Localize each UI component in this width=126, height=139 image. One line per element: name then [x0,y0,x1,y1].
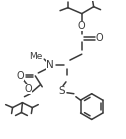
Text: O: O [78,22,86,31]
Text: S: S [59,86,65,96]
Text: O: O [96,33,103,43]
Text: O: O [25,84,32,94]
Text: N: N [46,60,54,70]
Text: Me: Me [30,52,43,61]
Text: O: O [17,71,24,81]
